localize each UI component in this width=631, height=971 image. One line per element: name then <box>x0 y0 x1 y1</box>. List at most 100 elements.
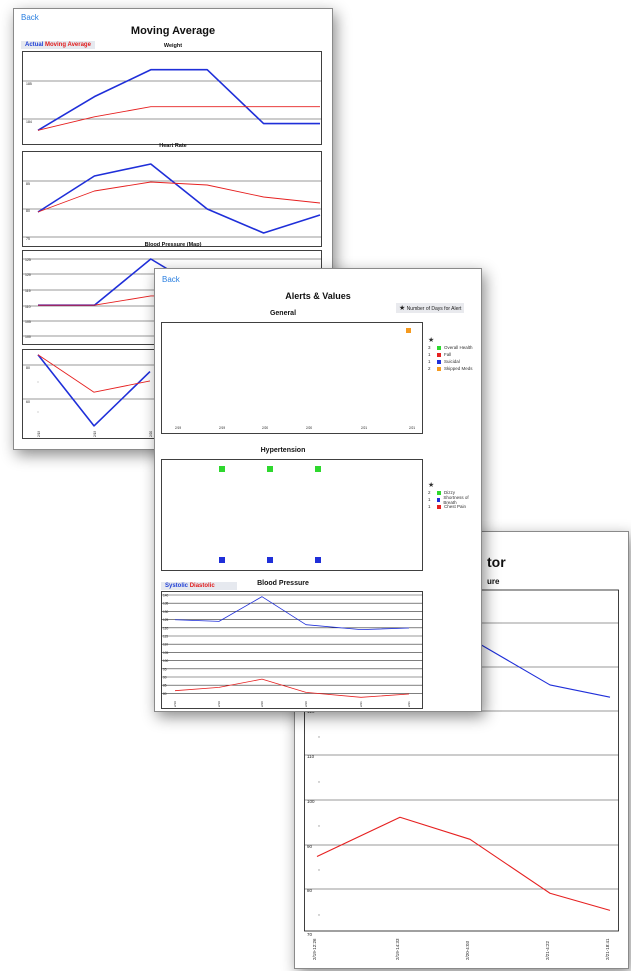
y-tick-label: 90 <box>163 676 167 680</box>
shortness-of-breath-marker <box>315 557 321 563</box>
legend-label: Skipped Meds <box>444 366 473 371</box>
legend-label: Fall <box>444 352 452 357</box>
legend-swatch <box>437 504 441 509</box>
legend-count: 3 <box>428 345 431 350</box>
x-tick-label: 2/20 <box>262 426 268 430</box>
series-toggle-tab[interactable]: Actual Moving Average <box>21 41 95 49</box>
x-tick-label: 2/19-12:26 <box>312 938 317 960</box>
grid-dot <box>318 914 320 916</box>
y-tick-label: 80 <box>26 209 30 213</box>
plot-frame <box>161 459 423 571</box>
chart-title-fragment: ure <box>487 577 500 586</box>
map-chart-title: Blood Pressure (Map) <box>144 242 202 248</box>
x-tick-label: 2/21 <box>407 701 411 707</box>
moving-average-series-line <box>37 354 151 393</box>
legend-item: 3 Overall Health <box>428 344 473 351</box>
x-tick-label: 2/20-4:03 <box>465 940 470 960</box>
shortness-of-breath-marker <box>267 557 273 563</box>
moving-average-label: Moving Average <box>45 42 91 48</box>
actual-series-line <box>37 68 320 131</box>
y-tick-label: 130 <box>163 610 169 614</box>
dizzy-marker <box>219 466 225 472</box>
grid-dot <box>37 381 39 383</box>
legend-item: 1 Fall <box>428 351 473 358</box>
star-icon: ★ <box>399 305 406 312</box>
heart-rate-chart: 85 80 75 <box>22 151 322 247</box>
diastolic-series-line <box>316 816 611 911</box>
legend-swatch <box>436 497 441 502</box>
back-button[interactable]: Back <box>162 275 180 284</box>
y-tick-label: 140 <box>163 594 169 598</box>
heart-rate-chart-title: Heart Rate <box>159 143 187 149</box>
hypertension-chart-title: Hypertension <box>260 447 306 454</box>
y-tick-label: 85 <box>163 684 167 688</box>
plot-frame <box>161 322 423 434</box>
y-tick-label: 115 <box>163 635 168 639</box>
y-tick-label: 85 <box>26 182 30 186</box>
legend-item: 1 Suicidal <box>428 358 473 365</box>
y-tick-label: 110 <box>163 643 168 647</box>
y-tick-label: 110 <box>25 305 31 309</box>
y-tick-label: 100 <box>163 659 169 663</box>
y-tick-label: 70 <box>307 932 313 937</box>
y-tick-label: 105 <box>163 651 169 655</box>
y-tick-label: 100 <box>307 799 315 804</box>
y-tick-label: 125 <box>163 618 169 622</box>
y-tick-label: 115 <box>25 289 31 293</box>
legend-label: Shortness of Breath <box>443 494 469 505</box>
series-toggle-tab[interactable]: Systolic Diastolic <box>161 582 237 590</box>
x-tick-label: 2/20 <box>304 701 308 707</box>
y-tick-label: 95 <box>163 667 167 671</box>
y-tick-label: 80 <box>26 366 30 370</box>
diastolic-series-line <box>174 678 410 698</box>
y-tick-label: 185 <box>26 82 32 86</box>
legend-item: 2 Dizzy <box>428 489 481 496</box>
plot-frame <box>22 151 322 247</box>
general-chart-title: General <box>269 310 297 317</box>
systolic-label: Systolic <box>165 583 189 589</box>
grid-dot <box>318 736 320 738</box>
x-tick-label: 2/19 <box>37 431 41 437</box>
alert-days-note-label: Number of Days for Alert <box>406 306 462 312</box>
legend-swatch <box>437 366 441 371</box>
x-tick-label: 2/21-4:22 <box>545 940 550 960</box>
legend-label: Overall Health <box>444 345 473 350</box>
x-tick-label: 2/19 <box>173 701 177 707</box>
alerts-values-screen: Back Alerts & Values ★ Number of Days fo… <box>154 268 482 712</box>
legend-count: 2 <box>428 366 431 371</box>
legend-swatch <box>437 359 441 364</box>
x-tick-label: 2/19 <box>93 431 97 437</box>
actual-series-line <box>37 354 151 427</box>
back-button[interactable]: Back <box>21 13 39 22</box>
legend-swatch <box>437 345 441 350</box>
y-tick-label: 125 <box>25 258 31 262</box>
alert-days-note: ★ Number of Days for Alert <box>396 303 465 313</box>
x-tick-label: 2/21-18:41 <box>605 938 610 960</box>
plot-frame <box>22 51 322 145</box>
grid-dot <box>318 825 320 827</box>
x-tick-label: 2/20 <box>149 431 153 437</box>
screen-title-fragment: tor <box>487 554 506 570</box>
y-tick-label: 120 <box>163 626 169 630</box>
y-tick-label: 110 <box>307 754 315 759</box>
x-tick-label: 2/19 <box>175 426 181 430</box>
actual-label: Actual <box>25 42 44 48</box>
legend-swatch <box>437 352 441 357</box>
x-tick-label: 2/21 <box>359 701 363 707</box>
legend-count: 1 <box>428 504 431 509</box>
y-tick-label: 80 <box>163 692 167 696</box>
screen-title: Moving Average <box>130 25 216 37</box>
x-tick-label: 2/19 <box>219 426 225 430</box>
grid-dot <box>318 781 320 783</box>
x-tick-label: 2/20 <box>306 426 312 430</box>
hypertension-legend: ★ 2 Dizzy 1 Shortness of Breath 1 Chest Pain <box>428 481 481 510</box>
x-tick-label: 2/20 <box>260 701 264 707</box>
moving-average-series-line <box>37 181 321 213</box>
general-legend: ★ 3 Overall Health 1 Fall 1 Suicidal 2 Skipped … <box>428 336 473 372</box>
y-tick-label: 135 <box>163 602 169 606</box>
blood-pressure-chart-title: Blood Pressure <box>257 580 309 587</box>
star-icon: ★ <box>428 482 435 489</box>
legend-label: Suicidal <box>444 359 460 364</box>
star-icon: ★ <box>428 337 435 344</box>
y-tick-label: 100 <box>25 335 31 339</box>
